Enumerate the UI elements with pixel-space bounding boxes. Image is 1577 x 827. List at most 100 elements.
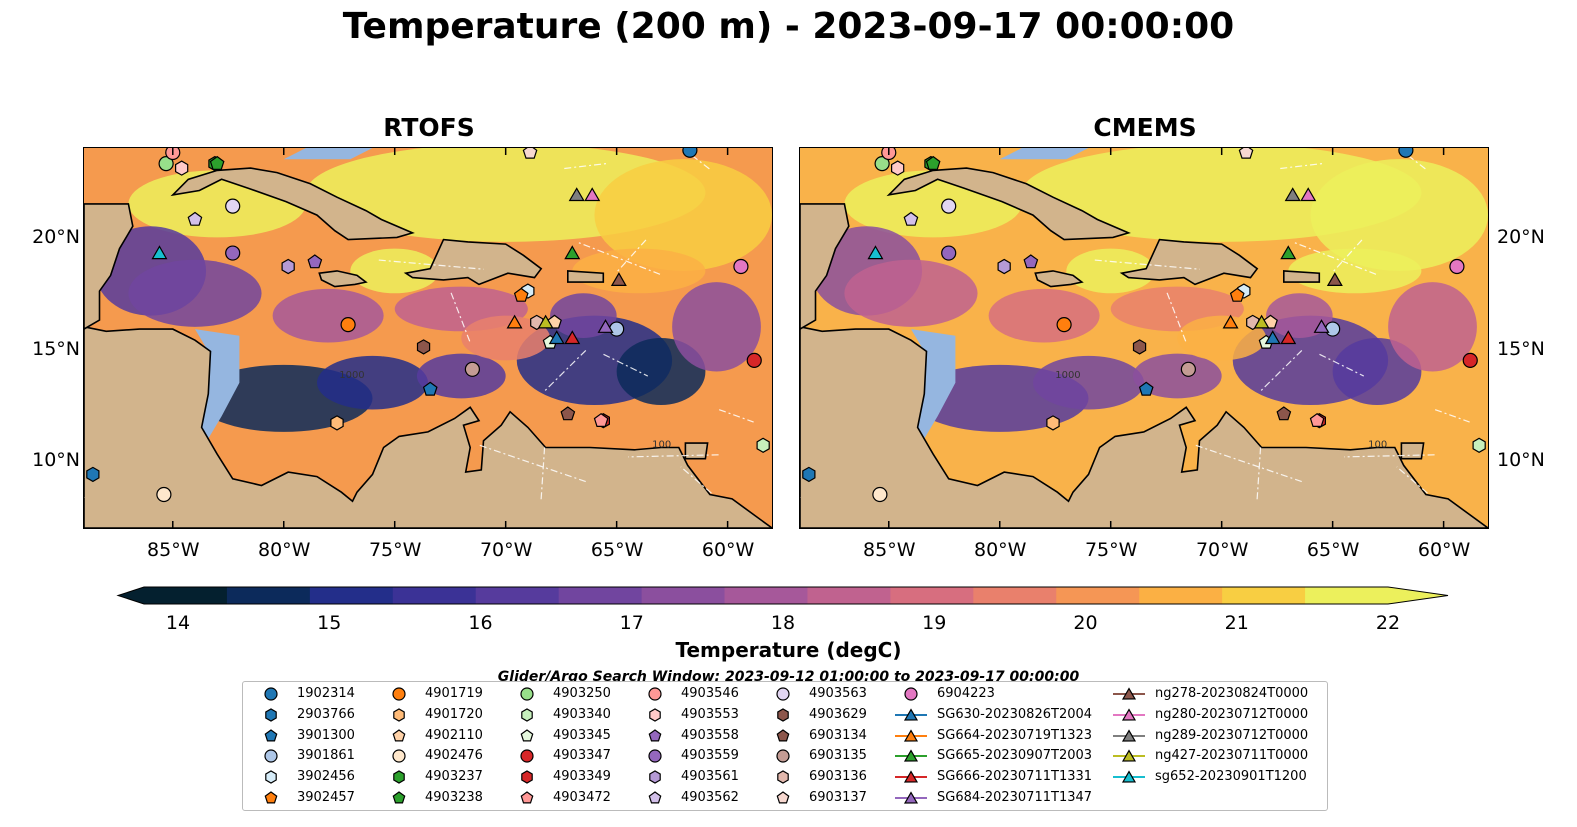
observation-marker-4903558[interactable] — [307, 254, 323, 269]
lon-tick-label-cmems: 60°W — [1417, 539, 1471, 561]
colorbar-tick-label: 20 — [1073, 612, 1098, 634]
observation-marker-4901720[interactable] — [1046, 415, 1060, 431]
land-puertorico — [1283, 270, 1321, 283]
observation-marker-4903553[interactable] — [890, 160, 905, 176]
observation-marker-4902476[interactable] — [872, 486, 888, 503]
colorbar-segment — [144, 587, 228, 604]
eez-boundary — [1166, 292, 1187, 342]
observation-marker-sg684-20230711t1347[interactable] — [1313, 319, 1330, 333]
observation-marker-6903134[interactable] — [1276, 406, 1292, 421]
observation-marker-sg664-20230719t1323[interactable] — [506, 314, 523, 329]
observation-marker-4903562[interactable] — [187, 211, 203, 226]
observation-marker-4903472[interactable] — [593, 412, 609, 427]
observation-marker-4903559[interactable] — [225, 245, 241, 261]
legend-marker — [777, 708, 789, 722]
colorbar-segment — [1139, 587, 1223, 604]
lat-tick-label-right: 20°N — [1497, 225, 1545, 248]
observation-marker-4901719[interactable] — [340, 316, 356, 333]
observation-marker-sg630-20230826t2004[interactable] — [1264, 330, 1281, 345]
observation-marker-4903629[interactable] — [416, 339, 431, 355]
legend-label: 4903250 — [553, 686, 611, 701]
observation-marker-sg666-20230711t1331[interactable] — [1280, 330, 1297, 345]
observation-marker-4903559[interactable] — [941, 245, 957, 261]
legend-label: SG665-20230907T2003 — [937, 748, 1093, 764]
eez-boundary — [628, 454, 719, 458]
observation-marker-sg630-20230826t2004[interactable] — [548, 330, 565, 345]
observation-marker-4903561[interactable] — [997, 258, 1011, 275]
observation-marker-ng427-20230711t0000[interactable] — [537, 314, 554, 329]
observation-marker-4903238[interactable] — [209, 155, 225, 170]
land-centralAmerica — [800, 325, 1488, 528]
land-hispaniola — [1119, 238, 1259, 286]
observation-marker-4903340[interactable] — [756, 437, 770, 453]
colorbar-extend-low — [118, 587, 144, 604]
lon-tick-label-cmems: 75°W — [1084, 539, 1138, 561]
observation-marker-ng278-20230824t0000[interactable] — [610, 272, 627, 286]
observation-marker-4903558[interactable] — [1023, 254, 1039, 269]
observation-marker-6904223[interactable] — [733, 258, 749, 275]
observation-marker-3902457[interactable] — [513, 287, 529, 302]
observation-marker-ng278-20230824t0000[interactable] — [1326, 272, 1343, 286]
observation-marker-2903766[interactable] — [802, 466, 816, 483]
observation-marker-sg665-20230907t2003[interactable] — [1280, 245, 1297, 260]
legend-label: 4903629 — [809, 706, 867, 722]
observation-marker-sg665-20230907t2003[interactable] — [564, 245, 581, 260]
observation-marker-sg684-20230711t1347[interactable] — [597, 319, 614, 333]
eez-boundary — [1434, 409, 1470, 423]
shelf-bahamas — [283, 148, 373, 160]
observation-marker-6903135[interactable] — [1180, 361, 1196, 377]
legend-label: 6903137 — [809, 790, 867, 805]
temperature-anomaly — [572, 248, 706, 294]
colorbar-ticks: 14 15 16 17 18 19 20 21 22 — [0, 612, 1577, 638]
observation-marker-6903134[interactable] — [560, 406, 576, 421]
observation-marker-sg652-20230901t1200[interactable] — [151, 245, 168, 260]
observation-marker-sg664-20230719t1323[interactable] — [1222, 314, 1239, 329]
observation-marker-1902314[interactable] — [1398, 148, 1414, 158]
observation-marker-4903340[interactable] — [1472, 437, 1486, 453]
observation-marker-3901300[interactable] — [422, 381, 438, 396]
observation-marker-ng280-20230712t0000[interactable] — [584, 187, 601, 202]
observation-marker-4903561[interactable] — [281, 258, 295, 275]
temperature-anomaly — [272, 288, 384, 343]
observation-marker-4903238[interactable] — [925, 155, 941, 170]
observation-marker-ng280-20230712t0000[interactable] — [1300, 187, 1317, 202]
observation-marker-4903563[interactable] — [941, 198, 957, 214]
observation-marker-ng289-20230712t0000[interactable] — [1284, 187, 1301, 202]
observation-marker-4903347[interactable] — [746, 352, 762, 368]
temperature-anomaly — [350, 248, 440, 294]
observation-marker-1902314[interactable] — [682, 148, 698, 158]
observation-marker-sg652-20230901t1200[interactable] — [867, 245, 884, 260]
observation-marker-6903137[interactable] — [522, 148, 538, 159]
observation-marker-6903135[interactable] — [464, 361, 480, 377]
legend-marker — [648, 749, 662, 763]
lat-tick-label-left: 10°N — [32, 449, 80, 472]
observation-marker-4902476[interactable] — [156, 486, 172, 503]
observation-marker-6903137[interactable] — [1238, 148, 1254, 159]
eez-boundary — [1260, 350, 1303, 392]
observation-marker-2903766[interactable] — [86, 466, 100, 483]
observation-marker-ng427-20230711t0000[interactable] — [1253, 314, 1270, 329]
legend-marker — [392, 728, 406, 742]
observation-marker-3901861[interactable] — [609, 321, 625, 337]
observation-marker-4903629[interactable] — [1132, 339, 1147, 355]
observation-marker-4903563[interactable] — [225, 198, 241, 214]
observation-marker-4903553[interactable] — [174, 160, 189, 176]
observation-marker-ng289-20230712t0000[interactable] — [568, 187, 585, 202]
lat-tick-label-right: 10°N — [1497, 449, 1545, 472]
observation-marker-4903250[interactable] — [874, 156, 890, 172]
observation-marker-4901719[interactable] — [1056, 316, 1072, 333]
observation-marker-4903472[interactable] — [1309, 412, 1325, 427]
observation-marker-6904223[interactable] — [1449, 258, 1465, 275]
observation-marker-3901861[interactable] — [1325, 321, 1341, 337]
land-yucatan — [800, 203, 850, 331]
observation-marker-4903347[interactable] — [1462, 352, 1478, 368]
legend-label: ng427-20230711T0000 — [1155, 748, 1309, 764]
observation-marker-3901300[interactable] — [1138, 381, 1154, 396]
legend-label: 4903561 — [681, 769, 739, 785]
observation-marker-4901720[interactable] — [330, 415, 344, 431]
colorbar-title: Temperature (degC) — [675, 638, 902, 662]
observation-marker-4903250[interactable] — [158, 156, 174, 172]
observation-marker-4903562[interactable] — [903, 211, 919, 226]
observation-marker-3902457[interactable] — [1229, 287, 1245, 302]
observation-marker-sg666-20230711t1331[interactable] — [564, 330, 581, 345]
